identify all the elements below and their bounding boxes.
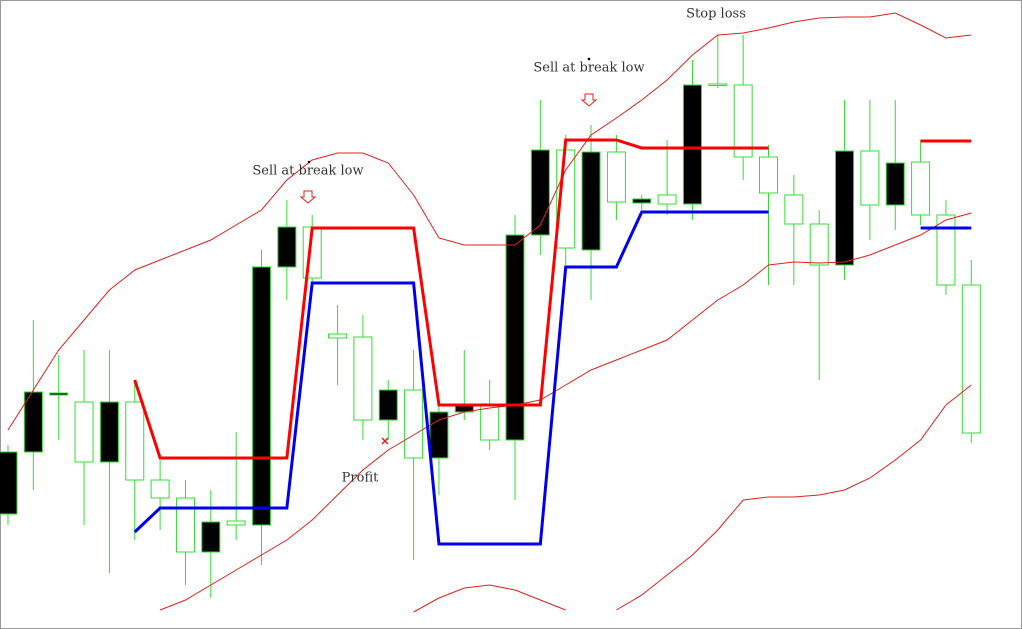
- candle-body: [505, 234, 525, 441]
- candle-body: [404, 389, 424, 459]
- candle-body: [23, 391, 43, 453]
- candle-body: [99, 401, 119, 463]
- candle-body: [682, 84, 702, 205]
- candle-body: [49, 392, 69, 396]
- candle-body: [606, 151, 626, 203]
- candle-body: [328, 333, 348, 339]
- candle-body: [480, 404, 500, 441]
- candle-body: [885, 162, 905, 206]
- candle-body: [759, 156, 778, 194]
- candle-body: [936, 214, 956, 286]
- candle-body: [530, 149, 550, 236]
- candle-body: [809, 223, 829, 266]
- candle-body: [277, 226, 297, 268]
- candle-body: [226, 520, 246, 526]
- dot: [587, 57, 591, 61]
- arrow: [299, 190, 317, 204]
- dot: [307, 160, 311, 164]
- candle-body: [784, 194, 804, 225]
- annotation: Sell at break low: [252, 164, 363, 179]
- candle-body: [860, 150, 880, 206]
- candle-body: [252, 266, 271, 526]
- candle-body: [581, 151, 601, 251]
- candle-body: [961, 284, 981, 434]
- annotation: Profit: [342, 471, 379, 486]
- candle-body: [125, 401, 145, 481]
- candle-body: [175, 497, 195, 553]
- candle-body: [632, 198, 652, 204]
- annotation: Sell at break low: [533, 61, 644, 76]
- line: [133, 138, 972, 460]
- arrow: [580, 93, 598, 107]
- candle-body: [733, 84, 753, 158]
- candle-body: [201, 521, 221, 553]
- candle-body: [911, 161, 931, 216]
- candle-body: [0, 451, 18, 515]
- line: [133, 210, 972, 546]
- line: [413, 384, 972, 613]
- line: [159, 212, 972, 611]
- candle-body: [74, 401, 94, 463]
- candle-body: [657, 194, 677, 205]
- candle-body: [835, 150, 855, 266]
- candle-body: [150, 479, 170, 499]
- candle-body: [708, 83, 728, 86]
- candle-body: [429, 411, 449, 459]
- candle-body: [378, 389, 398, 421]
- plot: [0, 12, 981, 613]
- annotation: Stop loss: [686, 7, 746, 22]
- cross-marker: [381, 437, 389, 445]
- candle-body: [353, 336, 373, 421]
- line: [7, 12, 972, 431]
